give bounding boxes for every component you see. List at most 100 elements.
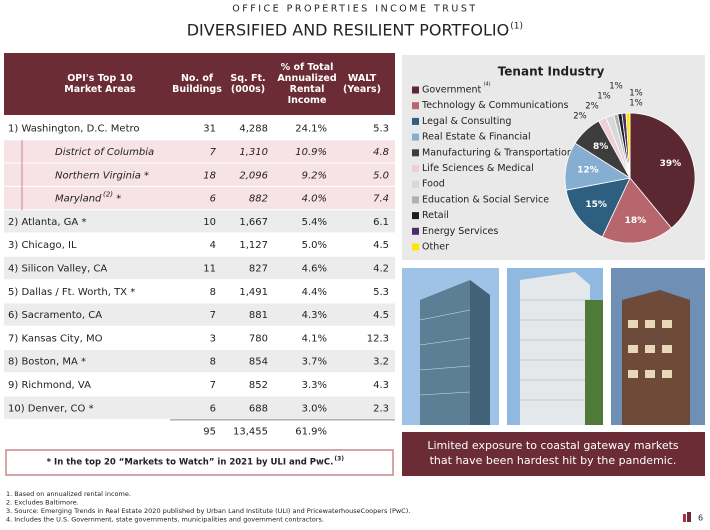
cell-buildings: 3 [210, 333, 216, 344]
market-name: 9) Richmond, VA [8, 380, 91, 391]
column-header: (Years) [343, 84, 381, 95]
cell-sqft: 827 [249, 263, 268, 274]
footnote: 4. Includes the U.S. Government, state g… [6, 516, 324, 524]
legend-swatch [412, 165, 419, 172]
market-name: District of Columbia [55, 147, 154, 158]
market-name: 6) Sacramento, CA [8, 310, 102, 321]
chart-title: Tenant Industry [498, 65, 605, 79]
cell-pct: 5.4% [302, 217, 327, 228]
cell-sqft: 854 [249, 357, 268, 368]
legend-label: Real Estate & Financial [422, 132, 531, 143]
cell-walt: 4.2 [373, 263, 389, 274]
table-row [4, 303, 395, 326]
slice-label: 12% [577, 165, 599, 175]
legend-label: Legal & Consulting [422, 116, 511, 127]
market-name: 4) Silicon Valley, CA [8, 263, 107, 274]
cell-pct: 4.6% [302, 263, 327, 274]
legend-label: Energy Services [422, 226, 498, 237]
legend-label: Technology & Communications [421, 100, 569, 111]
legend-label: Retail [422, 210, 449, 221]
footnote: 3. Source: Emerging Trends in Real Estat… [6, 507, 410, 515]
column-header: WALT [348, 73, 377, 84]
table-row [4, 326, 395, 349]
title-note: (1) [510, 22, 523, 32]
legend-label: Education & Social Service [422, 194, 549, 205]
cell-walt: 3.2 [373, 357, 389, 368]
logo-mark [687, 512, 691, 522]
slice-label: 1% [609, 82, 623, 92]
table-row [4, 373, 395, 396]
market-star: * [116, 194, 121, 205]
market-name: 2) Atlanta, GA * [8, 217, 86, 228]
market-name: 10) Denver, CO * [8, 403, 94, 414]
cell-sqft: 2,096 [239, 170, 268, 181]
slice-label: 1% [629, 89, 643, 99]
slice-label: 1% [629, 99, 643, 109]
cell-buildings: 7 [210, 147, 217, 158]
cell-walt: 4.5 [373, 240, 389, 251]
callout: Limited exposure to coastal gateway mark… [427, 439, 679, 467]
market-note: (2) [103, 191, 113, 199]
footnote: 1. Based on annualized rental income. [6, 490, 131, 498]
legend-swatch [412, 212, 419, 220]
cell-buildings: 6 [210, 194, 216, 205]
legend-swatch [412, 149, 419, 157]
cell-walt: 4.5 [373, 310, 389, 321]
column-header: Annualized [277, 73, 336, 84]
market-name: 8) Boston, MA * [8, 357, 86, 368]
cell-walt: 2.3 [373, 403, 389, 414]
cell-buildings: 18 [203, 170, 216, 181]
table-row [4, 140, 395, 163]
cell-pct: 24.1% [295, 124, 327, 135]
table-row [4, 256, 395, 280]
cell-sqft: 1,491 [239, 287, 268, 298]
cell-buildings: 31 [203, 124, 216, 135]
table-row [4, 117, 395, 140]
title: DIVERSIFIED AND RESILIENT PORTFOLIO [187, 21, 510, 40]
table-row [4, 163, 395, 186]
legend-swatch [412, 196, 419, 204]
column-header: (000s) [231, 84, 265, 95]
market-name: 1) Washington, D.C. Metro [8, 124, 140, 135]
cell-pct: 3.0% [302, 403, 327, 414]
cell-sqft: 1,667 [239, 217, 268, 228]
slice-label: 2% [585, 102, 599, 112]
cell-walt: 5.3 [373, 287, 389, 298]
slice-label: 18% [625, 216, 647, 226]
slice-label: 2% [573, 112, 587, 122]
column-header: Income [288, 95, 327, 106]
pie-slice [629, 112, 696, 229]
cell-pct: 4.4% [302, 287, 327, 298]
callout-box [402, 432, 705, 476]
legend-swatch [412, 117, 419, 125]
cell-pct: 4.0% [302, 194, 327, 205]
total-pct: 61.9% [295, 427, 327, 438]
market-name: 3) Chicago, IL [8, 240, 77, 251]
photo [402, 268, 499, 425]
market-name: 5) Dallas / Ft. Worth, TX * [8, 287, 135, 298]
pie-slice [625, 112, 631, 179]
market-name: Maryland [55, 194, 102, 205]
total-buildings: 95 [203, 427, 216, 438]
cell-sqft: 852 [249, 380, 268, 391]
cell-sqft: 1,127 [239, 240, 268, 251]
cell-sqft: 688 [249, 403, 268, 414]
legend-swatch [412, 102, 419, 110]
slice-label: 8% [593, 142, 608, 152]
pie-slice [565, 177, 631, 238]
legend-label: Manufacturing & Transportation [422, 147, 573, 158]
legend-swatch [412, 227, 419, 235]
cell-buildings: 7 [210, 380, 216, 391]
cell-buildings: 4 [210, 240, 216, 251]
cell-buildings: 6 [210, 403, 216, 414]
cell-walt: 5.0 [373, 170, 389, 181]
cell-sqft: 780 [249, 333, 268, 344]
cell-pct: 3.7% [302, 357, 327, 368]
page-number: 6 [698, 514, 703, 523]
legend-swatch [412, 180, 419, 188]
table-row [4, 350, 395, 373]
total-sqft: 13,455 [233, 427, 268, 438]
legend-swatch [412, 243, 419, 251]
column-header: % of Total [281, 62, 334, 73]
